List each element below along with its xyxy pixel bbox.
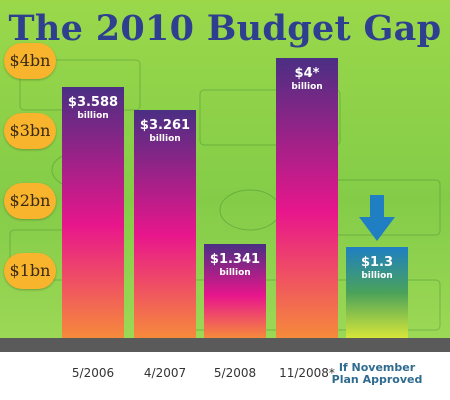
down-arrow-icon (359, 195, 395, 241)
bar-unit: billion (77, 110, 109, 121)
bar-value-label: $3.588 billion (62, 95, 124, 122)
x-tick-label: If November Plan Approved (331, 361, 423, 386)
y-tick-text: $4bn (9, 51, 51, 70)
x-tick-label: 11/2008* (279, 366, 335, 380)
bar-value-label: $4* billion (276, 66, 338, 93)
bar (62, 86, 124, 338)
x-axis-label-band (0, 352, 450, 400)
bar-unit: billion (361, 271, 393, 281)
chart-title: The 2010 Budget Gap (8, 8, 442, 49)
bar-value-label: $3.261 billion (134, 118, 196, 145)
bar (276, 58, 338, 338)
x-tick-label: 5/2006 (71, 366, 115, 380)
bar-value-label: $1.3 billion (346, 255, 408, 282)
y-tick-label: $1bn (4, 253, 56, 289)
bar-value: $3.261 (139, 117, 191, 133)
bar-value-label: $1.341 billion (204, 252, 266, 279)
bar (204, 244, 266, 338)
y-tick-text: $3bn (9, 121, 51, 140)
x-tick-label: 5/2008 (213, 366, 257, 380)
bar-unit: billion (291, 82, 323, 92)
y-tick-label: $3bn (4, 113, 56, 149)
bar-unit: billion (219, 268, 251, 279)
y-tick-label: $2bn (4, 183, 56, 219)
bar-value: $1.341 (209, 252, 261, 268)
bar-value: $3.588 (67, 94, 119, 110)
y-tick-text: $1bn (9, 261, 51, 280)
bar-value: $1.3 (360, 255, 394, 270)
x-axis-baseline (0, 338, 450, 352)
bar-value: $4* (294, 66, 320, 81)
y-tick-text: $2bn (9, 191, 51, 210)
bar (134, 109, 196, 338)
bar-projected (346, 247, 408, 338)
bar-unit: billion (149, 133, 181, 144)
x-tick-label: 4/2007 (143, 366, 187, 380)
y-tick-label: $4bn (4, 43, 56, 79)
